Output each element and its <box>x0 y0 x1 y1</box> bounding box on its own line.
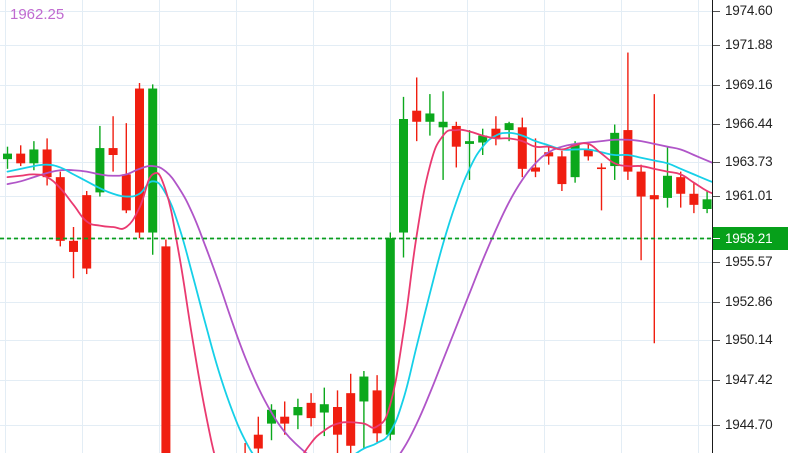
candle-body <box>333 407 342 435</box>
axis-divider-line <box>712 0 713 453</box>
ma-fast-pink <box>6 128 712 453</box>
candle-body <box>372 390 382 434</box>
axis-label: 1969.16 <box>725 77 773 92</box>
candle-body <box>16 153 26 164</box>
candle-body <box>583 149 593 157</box>
candle-body <box>623 130 633 172</box>
candle-body <box>42 149 52 178</box>
candle-body <box>293 407 303 416</box>
axis-tick <box>713 425 720 426</box>
axis-tick <box>713 124 720 125</box>
candle-body <box>319 404 329 413</box>
axis-label: 1966.44 <box>725 116 773 131</box>
candle-body <box>346 393 356 446</box>
candle-body <box>649 195 659 200</box>
candle-body <box>491 128 501 139</box>
candle-body <box>55 177 65 241</box>
candle-body <box>689 193 699 205</box>
last-price-badge[interactable]: 1958.21 <box>713 227 788 250</box>
candle-body <box>95 148 105 193</box>
candle-body <box>306 402 316 419</box>
candle-body <box>531 167 540 172</box>
candle-body <box>82 195 92 269</box>
candle-body <box>610 132 620 167</box>
candle-body <box>663 175 672 198</box>
chart-plot-area[interactable]: 1962.25 <box>0 0 712 453</box>
axis-label: 1944.70 <box>725 417 773 432</box>
axis-label: 1963.73 <box>725 154 773 169</box>
candlestick-series[interactable] <box>3 52 712 453</box>
ma-mid-cyan <box>6 131 712 453</box>
candle-body <box>253 434 263 449</box>
candle-body <box>29 149 39 164</box>
candle-body <box>478 135 488 143</box>
axis-tick <box>713 45 720 46</box>
candle-body <box>451 125 461 147</box>
candle-body <box>121 174 131 211</box>
axis-label: 1952.86 <box>725 294 773 309</box>
axis-tick-last-price <box>713 238 720 239</box>
candle-body <box>385 238 395 435</box>
candle-body <box>636 171 646 197</box>
axis-label: 1955.57 <box>725 254 773 269</box>
candle-body <box>702 199 712 209</box>
axis-tick <box>713 380 720 381</box>
candle-body <box>425 113 435 122</box>
axis-tick <box>713 85 720 86</box>
candle-body <box>69 240 78 252</box>
candle-body <box>570 143 580 178</box>
price-axis[interactable]: 1974.60 1971.88 1969.16 1966.44 1963.73 1961.… <box>712 0 788 453</box>
axis-label: 1947.42 <box>725 372 773 387</box>
candlestick-canvas <box>0 0 712 453</box>
axis-tick <box>713 11 720 12</box>
axis-label: 1974.60 <box>725 3 773 18</box>
candle-body <box>504 123 514 131</box>
axis-tick <box>713 340 720 341</box>
axis-label: 1950.14 <box>725 332 773 347</box>
axis-tick <box>713 162 720 163</box>
candle-body <box>557 156 567 185</box>
candle-body <box>3 153 12 160</box>
candle-body <box>676 177 686 194</box>
candle-body <box>412 110 422 122</box>
ma-value-readout: 1962.25 <box>10 6 65 23</box>
candle-body <box>399 119 408 233</box>
axis-tick <box>713 302 720 303</box>
candle-body <box>161 246 171 453</box>
candle-body <box>135 88 144 233</box>
axis-tick <box>713 196 720 197</box>
candle-body <box>438 121 448 128</box>
axis-label: 1971.88 <box>725 37 773 52</box>
candle-body <box>267 409 276 424</box>
candle-body <box>108 148 118 155</box>
candle-body <box>544 152 554 157</box>
candle-body <box>148 88 158 233</box>
axis-tick <box>713 262 720 263</box>
candle-body <box>359 376 369 402</box>
candle-body <box>280 416 290 424</box>
candle-body <box>465 141 474 144</box>
axis-label: 1961.01 <box>725 188 773 203</box>
candle-body <box>597 167 606 170</box>
candle-body <box>517 127 527 169</box>
ma-slow-purple <box>6 138 712 453</box>
